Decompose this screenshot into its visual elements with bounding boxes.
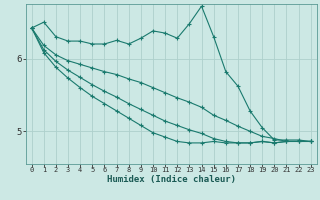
X-axis label: Humidex (Indice chaleur): Humidex (Indice chaleur) bbox=[107, 175, 236, 184]
